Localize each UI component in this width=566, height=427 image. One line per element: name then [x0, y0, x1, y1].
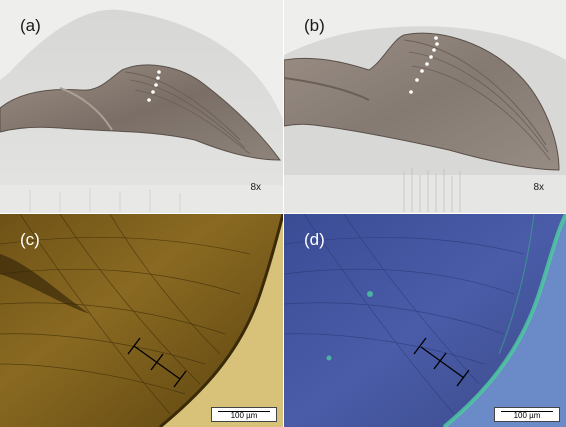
panel-d-label: (d) — [304, 230, 325, 249]
panel-c-scale-bar: 100 µm — [211, 407, 277, 422]
scale-bar-line — [501, 411, 553, 412]
panel-d-scale-bar: 100 µm — [494, 407, 560, 422]
panel-d-image — [284, 214, 566, 427]
scale-bar-line — [218, 411, 270, 412]
panel-c-image — [0, 214, 283, 427]
panel-d-scale-label: 100 µm — [513, 411, 541, 420]
panel-b-label: (b) — [304, 16, 325, 35]
panel-a: (a) 8x — [0, 0, 283, 213]
panel-d: (d) 100 µm — [284, 214, 566, 427]
panel-a-label: (a) — [20, 16, 41, 35]
panel-c: (c) 100 µm — [0, 214, 283, 427]
panel-b: (b) 8x — [284, 0, 566, 213]
panel-a-image — [0, 0, 283, 213]
panel-c-scale-label: 100 µm — [230, 411, 258, 420]
panel-b-image — [284, 0, 566, 213]
panel-a-magnification: 8x — [250, 182, 261, 193]
panel-c-label: (c) — [20, 230, 40, 249]
panel-b-magnification: 8x — [533, 182, 544, 193]
